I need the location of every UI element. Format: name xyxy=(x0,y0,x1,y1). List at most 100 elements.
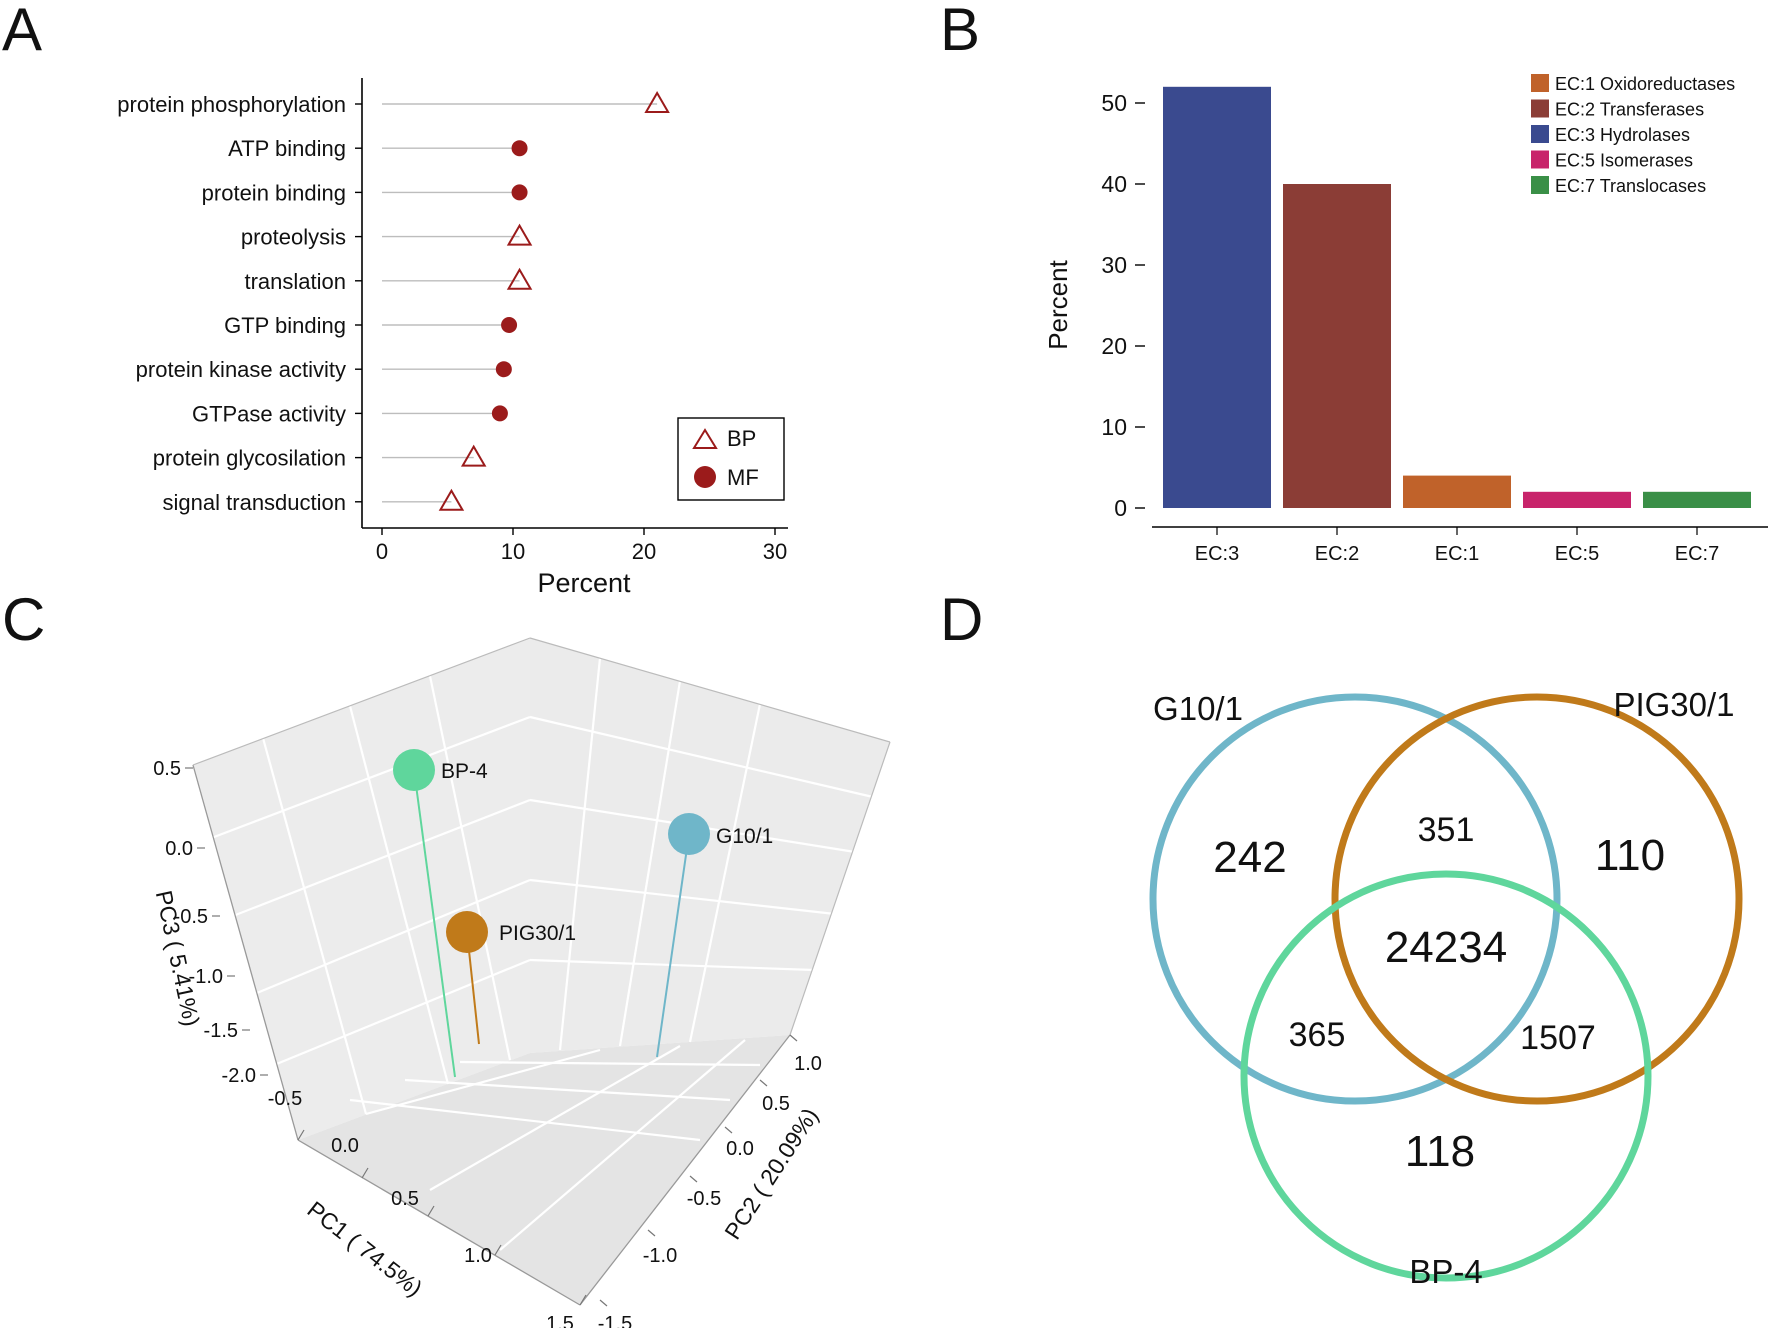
panel-letter-a: A xyxy=(2,0,42,63)
pca-pc2-tick-label: 1.0 xyxy=(794,1053,822,1075)
panel-b-xtick-label: EC:1 xyxy=(1435,543,1479,565)
panel-c-pca-3d-plot: 0.50.0-0.5-1.0-1.5-2.0-0.50.00.51.01.51.… xyxy=(151,637,891,1328)
pca-pc1-tick-mark xyxy=(361,1167,369,1179)
panel-b-ytick-label: 50 xyxy=(1101,90,1127,116)
panel-a-point-mf xyxy=(511,184,528,201)
pca-pc2-tick-mark xyxy=(647,1229,656,1237)
panel-b-ytick-label: 10 xyxy=(1101,414,1127,440)
pca-point-bp4 xyxy=(393,749,435,791)
panel-a-category-label: protein kinase activity xyxy=(136,357,346,382)
legend-mf-circle-icon xyxy=(694,466,716,488)
pca-pc1-tick-mark xyxy=(579,1294,587,1306)
pca-bp4-drop-line xyxy=(413,769,456,1078)
panel-a-category-label: ATP binding xyxy=(228,136,346,161)
panel-a-category-label: GTP binding xyxy=(224,313,346,338)
venn-count-pig30-bp4: 1507 xyxy=(1520,1019,1596,1057)
panel-letter-c: C xyxy=(2,586,45,653)
panel-b-legend-swatch xyxy=(1531,74,1549,92)
panel-a-lollipop-chart: protein phosphorylation ATP binding protei… xyxy=(117,78,788,598)
panel-a-category-label: translation xyxy=(244,269,346,294)
panel-b-ytick-label: 40 xyxy=(1101,171,1127,197)
legend-mf-label: MF xyxy=(727,465,759,490)
panel-a-xtick-label: 30 xyxy=(763,539,787,564)
panel-b-legend-swatch xyxy=(1531,150,1549,169)
venn-circle-bp4 xyxy=(1240,870,1652,1282)
panel-a-category-label: signal transduction xyxy=(163,490,346,515)
panel-a-category-label: proteolysis xyxy=(241,225,346,250)
panel-a-point-bp xyxy=(506,223,533,246)
pca-point-g10 xyxy=(668,813,710,855)
panel-a-point-bp xyxy=(506,267,533,290)
panel-a-xtick-label: 10 xyxy=(501,539,525,564)
panel-b-bar xyxy=(1403,475,1511,508)
panel-b-legend-label: EC:5 Isomerases xyxy=(1555,151,1693,171)
panel-a-point-mf xyxy=(501,317,518,333)
panel-b-ytick-label: 30 xyxy=(1101,252,1127,278)
pca-label-bp4: BP-4 xyxy=(441,760,488,783)
panel-b-bar xyxy=(1163,86,1271,509)
pca-back-wall-right xyxy=(530,638,890,1053)
venn-count-all: 24234 xyxy=(1385,923,1507,972)
panel-b-ytick-label: 0 xyxy=(1114,495,1127,521)
panel-letter-d: D xyxy=(940,586,983,653)
panel-a-category-label: GTPase activity xyxy=(192,401,346,426)
venn-count-g10-only: 242 xyxy=(1213,833,1286,882)
panel-b-bar xyxy=(1643,491,1751,508)
panel-letter-b: B xyxy=(940,0,980,63)
venn-count-bp4-only: 118 xyxy=(1405,1127,1475,1176)
panel-b-legend-swatch xyxy=(1531,176,1549,194)
pca-gridlines xyxy=(192,657,874,1251)
panel-b-legend-label: EC:3 Hydrolases xyxy=(1555,125,1690,145)
pca-label-g10: G10/1 xyxy=(716,825,773,848)
pca-pc2-tick-label: -1.5 xyxy=(598,1313,632,1328)
venn-circle-g10 xyxy=(1149,693,1561,1105)
panel-a-point-mf xyxy=(491,405,508,422)
pca-point-pig30 xyxy=(446,911,488,953)
pca-pc1-tick-mark xyxy=(494,1244,502,1256)
pca-pc3-tick-label: 0.0 xyxy=(165,838,193,860)
pca-pc3-tick-label: -1.0 xyxy=(189,966,223,988)
panel-a-category-label: protein glycosilation xyxy=(153,446,346,471)
panel-a-point-bp xyxy=(460,444,487,467)
panel-a-point-mf xyxy=(495,361,512,378)
pca-pc1-tick-mark xyxy=(297,1129,305,1141)
pca-pc3-tick-label: 0.5 xyxy=(153,758,181,780)
pca-pc2-tick-label: -1.0 xyxy=(643,1245,677,1267)
pca-right-edge xyxy=(789,741,891,1036)
pca-pc3-tick-label: -0.5 xyxy=(174,906,208,928)
panel-b-legend-label: EC:7 Translocases xyxy=(1555,176,1706,196)
pca-pc1-axis xyxy=(297,1139,581,1306)
panel-a-category-label: protein binding xyxy=(202,180,346,205)
panel-b-bar xyxy=(1523,491,1631,508)
pca-floor xyxy=(298,1035,790,1305)
pca-pc2-tick-mark xyxy=(724,1126,733,1134)
pca-pc2-tick-label: 0.5 xyxy=(762,1093,790,1115)
venn-set-label-bp4: BP-4 xyxy=(1409,1253,1482,1290)
pca-pc2-tick-label: -0.5 xyxy=(687,1188,721,1210)
pca-pc2-tick-mark xyxy=(689,1175,698,1183)
panel-b-legend-swatch xyxy=(1531,99,1549,118)
pca-g10-drop-line xyxy=(656,833,690,1058)
pca-label-pig30: PIG30/1 xyxy=(499,922,576,945)
pca-pc2-tick-mark xyxy=(759,1079,768,1087)
pca-pc2-axis xyxy=(579,1034,791,1306)
pca-pc1-tick-label: 1.5 xyxy=(546,1313,574,1328)
pca-pc3-tick-label: -2.0 xyxy=(222,1065,256,1087)
panel-b-xtick-label: EC:7 xyxy=(1675,543,1719,565)
panel-b-legend-label: EC:1 Oxidoreductases xyxy=(1555,74,1735,94)
pca-pc1-axis-label: PC1 ( 74.5%) xyxy=(303,1196,428,1301)
pca-pc2-axis-label: PC2 ( 20.09%) xyxy=(719,1103,823,1244)
panel-a-point-mf xyxy=(511,140,528,157)
venn-circle-pig30 xyxy=(1331,693,1743,1105)
pca-pc1-tick-label: -0.5 xyxy=(268,1088,302,1110)
panel-a-x-axis-label: Percent xyxy=(537,568,631,598)
pca-pc2-tick-label: 0.0 xyxy=(726,1138,754,1160)
panel-b-bar xyxy=(1283,184,1391,508)
venn-count-g10-bp4: 365 xyxy=(1289,1016,1346,1054)
venn-set-label-g10: G10/1 xyxy=(1153,690,1243,727)
panel-b-xtick-label: EC:5 xyxy=(1555,543,1599,565)
venn-count-pig30-only: 110 xyxy=(1595,831,1665,880)
panel-a-point-bp xyxy=(644,91,670,113)
panel-b-xtick-label: EC:2 xyxy=(1315,543,1359,565)
